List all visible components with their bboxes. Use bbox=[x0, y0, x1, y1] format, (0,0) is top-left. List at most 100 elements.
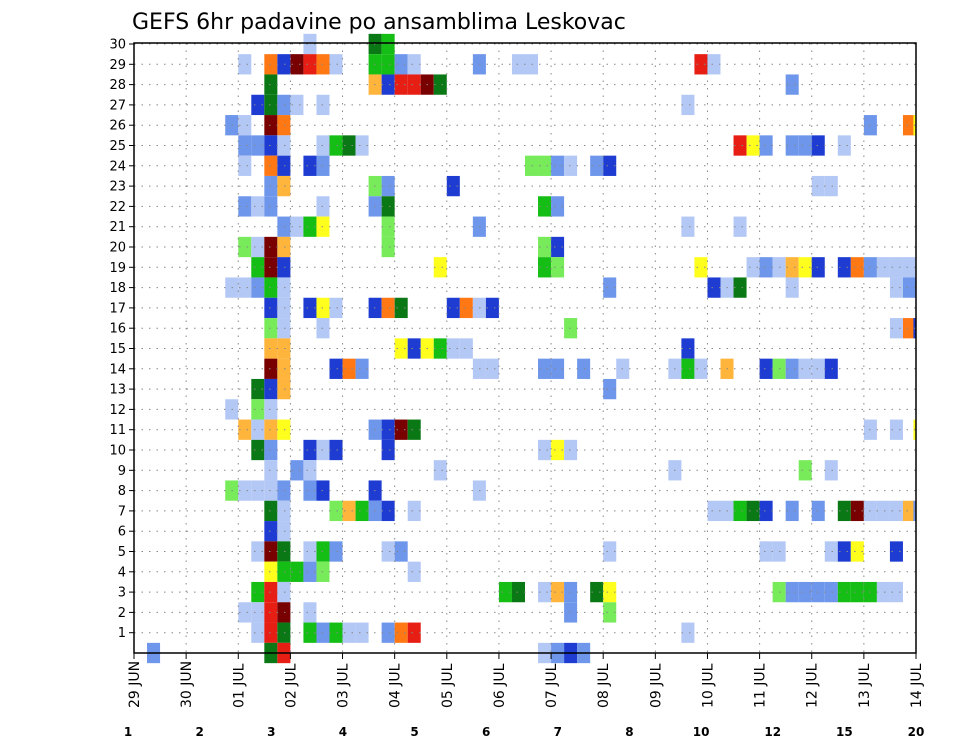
heatmap-cell bbox=[564, 602, 578, 623]
heatmap-cell bbox=[251, 622, 265, 643]
heatmap-cell bbox=[798, 358, 812, 379]
heatmap-cell bbox=[264, 541, 278, 562]
heatmap-cell bbox=[264, 175, 278, 197]
heatmap-cell bbox=[264, 358, 278, 379]
heatmap-cell bbox=[251, 581, 265, 603]
x-tick-label: 29 JUN bbox=[127, 661, 143, 708]
heatmap-cell bbox=[264, 236, 278, 258]
heatmap-cell bbox=[785, 581, 799, 603]
y-axis: 1234567891011121314151617181920212223242… bbox=[109, 38, 134, 641]
heatmap-cell bbox=[264, 521, 278, 542]
heatmap-cell bbox=[759, 500, 773, 522]
heatmap-cell bbox=[277, 54, 291, 75]
heatmap-cell bbox=[251, 277, 265, 298]
x-tick-label: 02 JUL bbox=[283, 663, 299, 708]
heatmap-cell bbox=[551, 358, 565, 379]
heatmap-cell bbox=[264, 135, 278, 156]
heatmap-cell bbox=[394, 54, 408, 75]
y-tick-label: 18 bbox=[109, 281, 126, 296]
heatmap-cell bbox=[251, 399, 265, 420]
heatmap-cell bbox=[798, 135, 812, 156]
y-tick-label: 6 bbox=[118, 525, 126, 540]
heatmap-cell bbox=[785, 358, 799, 379]
heatmap-cell bbox=[329, 358, 343, 379]
heatmap-cell bbox=[433, 460, 447, 481]
heatmap-cell bbox=[681, 94, 695, 116]
heatmap-cell bbox=[303, 460, 317, 481]
heatmap-cell bbox=[264, 257, 278, 278]
heatmap-cell bbox=[407, 338, 421, 359]
heatmap-cell bbox=[824, 358, 838, 379]
heatmap-cell bbox=[459, 338, 473, 359]
y-tick-label: 1 bbox=[118, 626, 126, 641]
heatmap-cell bbox=[264, 155, 278, 176]
heatmap-cell bbox=[264, 602, 278, 623]
heatmap-cell bbox=[889, 419, 903, 440]
heatmap-cell bbox=[603, 541, 617, 562]
heatmap-cell bbox=[277, 358, 291, 379]
x-tick-label: 06 JUL bbox=[492, 663, 508, 708]
heatmap-cell bbox=[277, 602, 291, 623]
heatmap-cell bbox=[889, 318, 903, 339]
heatmap-cell bbox=[303, 216, 317, 237]
heatmap-cell bbox=[902, 115, 916, 136]
heatmap-cell bbox=[277, 561, 291, 582]
colorbar-label: 15 bbox=[836, 725, 853, 739]
x-tick-label: 12 JUL bbox=[805, 663, 821, 708]
y-tick-label: 15 bbox=[109, 342, 126, 357]
heatmap-cell bbox=[381, 216, 395, 237]
y-tick-label: 12 bbox=[109, 403, 126, 418]
heatmap-cell bbox=[381, 74, 395, 95]
heatmap-cell bbox=[538, 581, 552, 603]
heatmap-cell bbox=[538, 236, 552, 258]
heatmap-cell bbox=[251, 541, 265, 562]
heatmap-cell bbox=[577, 358, 591, 379]
heatmap-cell bbox=[707, 500, 721, 522]
heatmap-cell bbox=[342, 358, 356, 379]
heatmap-cell bbox=[264, 338, 278, 359]
heatmap-cell bbox=[551, 236, 565, 258]
heatmap-cell bbox=[681, 338, 695, 359]
heatmap-cell bbox=[264, 460, 278, 481]
y-tick-label: 27 bbox=[109, 98, 126, 113]
heatmap-cell bbox=[277, 622, 291, 643]
y-tick-label: 22 bbox=[109, 200, 126, 215]
heatmap-cell bbox=[407, 622, 421, 643]
heatmap-cell bbox=[251, 257, 265, 278]
heatmap-cell bbox=[798, 257, 812, 278]
heatmap-cell bbox=[889, 541, 903, 562]
heatmap-cell bbox=[459, 297, 473, 319]
y-tick-label: 19 bbox=[109, 261, 126, 276]
heatmap-cell bbox=[394, 622, 408, 643]
heatmap-cell bbox=[277, 581, 291, 603]
y-tick-label: 16 bbox=[109, 322, 126, 337]
heatmap-cell bbox=[394, 338, 408, 359]
colorbar-label: 4 bbox=[339, 725, 347, 739]
heatmap-cell bbox=[238, 480, 252, 501]
heatmap-cell bbox=[277, 338, 291, 359]
heatmap-cell bbox=[381, 33, 395, 55]
heatmap-cell bbox=[446, 297, 460, 319]
y-tick-label: 2 bbox=[118, 606, 126, 621]
x-tick-label: 05 JUL bbox=[440, 663, 456, 708]
heatmap-cell bbox=[277, 480, 291, 501]
heatmap-cell bbox=[785, 135, 799, 156]
heatmap-cell bbox=[264, 196, 278, 217]
heatmap-cell bbox=[603, 155, 617, 176]
heatmap-cell bbox=[551, 155, 565, 176]
heatmap-cell bbox=[590, 581, 604, 603]
colorbar-label: 10 bbox=[693, 725, 710, 739]
heatmap-cell bbox=[759, 135, 773, 156]
heatmap-cell bbox=[264, 277, 278, 298]
heatmap-cell bbox=[811, 581, 825, 603]
x-tick-label: 30 JUN bbox=[179, 661, 195, 708]
heatmap-cell bbox=[264, 581, 278, 603]
heatmap-cell bbox=[485, 358, 499, 379]
heatmap-cell bbox=[759, 358, 773, 379]
y-tick-label: 7 bbox=[118, 504, 126, 519]
heatmap-cell bbox=[394, 74, 408, 95]
heatmap-cell bbox=[381, 541, 395, 562]
heatmap-cell bbox=[381, 439, 395, 461]
heatmap-cell bbox=[381, 419, 395, 440]
